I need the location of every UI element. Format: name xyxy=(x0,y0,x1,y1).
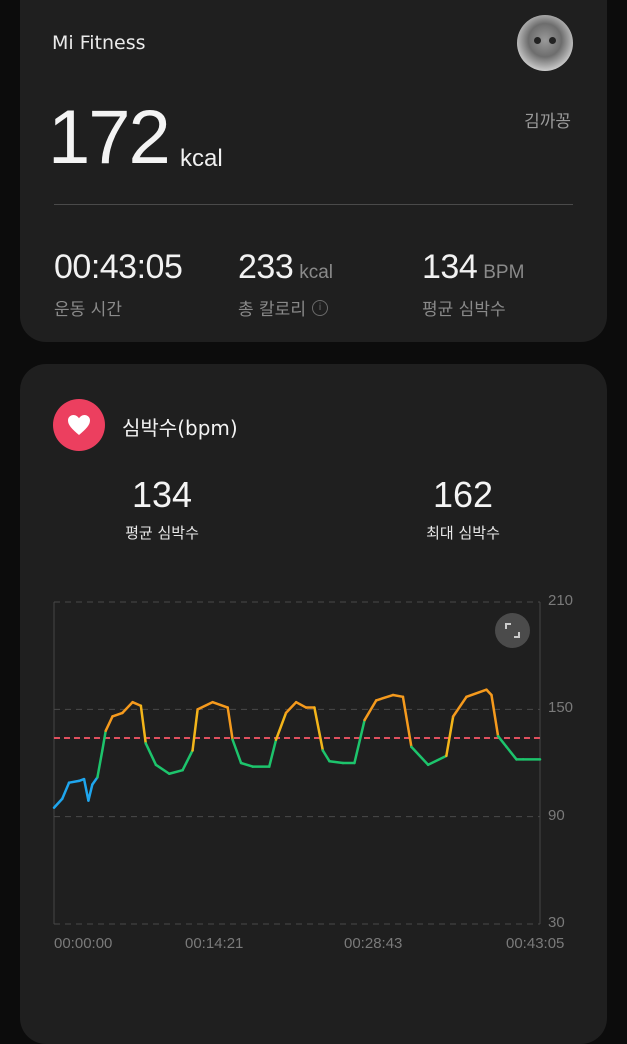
x-tick-label: 00:43:05 xyxy=(506,935,565,952)
stat-duration: 00:43:05 운동 시간 xyxy=(54,248,183,320)
heart-rate-chart xyxy=(52,601,542,925)
heart-rate-line-segment xyxy=(321,749,331,763)
heart-icon xyxy=(53,399,105,451)
heart-rate-line-segment xyxy=(391,693,405,699)
heart-rate-line-segment xyxy=(410,745,430,767)
heart-rate-card: 심박수(bpm) 134 평균 심박수 162 최대 심박수 xyxy=(20,364,607,1044)
heart-rate-line-segment xyxy=(505,745,518,761)
heart-rate-line-segment xyxy=(144,742,158,767)
heart-rate-line-segment xyxy=(294,700,308,709)
y-tick-label: 150 xyxy=(548,699,574,716)
info-icon[interactable]: i xyxy=(311,299,328,316)
heart-rate-line-segment xyxy=(353,718,366,765)
heart-rate-line-segment xyxy=(82,777,90,802)
heart-rate-line-segment xyxy=(61,781,71,801)
y-tick-label: 210 xyxy=(548,592,574,609)
expand-icon xyxy=(505,623,520,638)
heart-rate-line-segment xyxy=(87,783,94,802)
heart-rate-line-segment xyxy=(268,738,278,768)
heart-rate-line-segment xyxy=(426,754,448,767)
heart-rate-line-segment xyxy=(211,700,229,709)
heart-rate-line-segment xyxy=(154,763,171,775)
heart-rate-line-segment xyxy=(167,768,184,775)
y-tick-label: 30 xyxy=(548,914,565,931)
calories-value: 172 xyxy=(48,95,171,180)
heart-rate-line-segment xyxy=(191,708,199,752)
avg-heart-rate-value: 134 xyxy=(131,474,193,515)
x-tick-label: 00:00:00 xyxy=(54,935,113,952)
heart-rate-line-segment xyxy=(131,700,143,708)
heart-rate-line-segment xyxy=(465,688,488,699)
y-tick-label: 90 xyxy=(548,807,565,824)
avg-heart-rate-label: 평균 심박수 xyxy=(125,524,199,542)
heart-rate-line-segment xyxy=(445,715,455,758)
heart-rate-line-segment xyxy=(231,738,243,765)
heart-rate-line-segment xyxy=(96,749,104,779)
heart-rate-title: 심박수(bpm) xyxy=(122,416,238,440)
x-tick-label: 00:14:21 xyxy=(185,935,244,952)
heart-rate-line-segment xyxy=(67,779,81,784)
calories-unit: kcal xyxy=(180,145,223,172)
stat-unit: BPM xyxy=(483,262,525,283)
heart-rate-line-segment xyxy=(374,693,395,702)
max-heart-rate: 162 최대 심박수 xyxy=(363,474,563,543)
heart-rate-line-segment xyxy=(226,706,234,741)
workout-summary-card: Mi Fitness 김까꽁 172 kcal 00:43:05 운동 시간 2… xyxy=(20,0,607,342)
heart-rate-line-segment xyxy=(121,700,134,715)
stat-avg-heart-rate: 134 BPM 평균 심박수 xyxy=(422,248,524,320)
heart-rate-line-segment xyxy=(451,695,468,718)
stat-total-calories: 233 kcal 총 칼로리 i xyxy=(238,248,333,320)
heart-rate-line-segment xyxy=(101,729,107,752)
heart-rate-line-segment xyxy=(181,749,194,772)
heart-rate-line-segment xyxy=(104,715,114,733)
stat-label: 총 칼로리 xyxy=(238,300,306,320)
stat-value: 233 xyxy=(238,248,294,286)
max-heart-rate-label: 최대 심박수 xyxy=(426,524,500,542)
app-title: Mi Fitness xyxy=(52,32,146,54)
heart-rate-line-segment xyxy=(401,695,413,749)
stat-label: 운동 시간 xyxy=(54,300,122,320)
stat-unit: kcal xyxy=(299,262,334,283)
avatar-eye-icon xyxy=(549,37,556,44)
heart-rate-line-segment xyxy=(328,759,345,765)
heart-rate-line-segment xyxy=(111,711,124,718)
heart-rate-line-segment xyxy=(313,706,325,752)
stat-value: 00:43:05 xyxy=(54,248,183,286)
heart-rate-line-segment xyxy=(363,699,378,722)
x-tick-label: 00:28:43 xyxy=(344,935,403,952)
avatar-eye-icon xyxy=(534,37,541,44)
heart-rate-line-segment xyxy=(139,704,147,745)
heart-rate-line-segment xyxy=(91,776,99,786)
divider xyxy=(54,204,573,205)
heart-rate-line-segment xyxy=(274,711,288,741)
expand-button[interactable] xyxy=(495,613,530,648)
avatar[interactable] xyxy=(517,15,573,71)
user-name: 김까꽁 xyxy=(524,112,571,132)
heart-rate-line-segment xyxy=(239,761,254,768)
stat-value: 134 xyxy=(422,248,478,286)
heart-rate-line-segment xyxy=(52,797,64,809)
heart-rate-line-segment xyxy=(490,693,500,738)
heart-rate-line-segment xyxy=(284,700,298,715)
avg-heart-rate: 134 평균 심박수 xyxy=(62,474,262,543)
max-heart-rate-value: 162 xyxy=(432,474,494,515)
heart-rate-line-segment xyxy=(196,700,214,711)
stat-label: 평균 심박수 xyxy=(422,300,506,320)
heart-rate-line-segment xyxy=(496,734,508,749)
